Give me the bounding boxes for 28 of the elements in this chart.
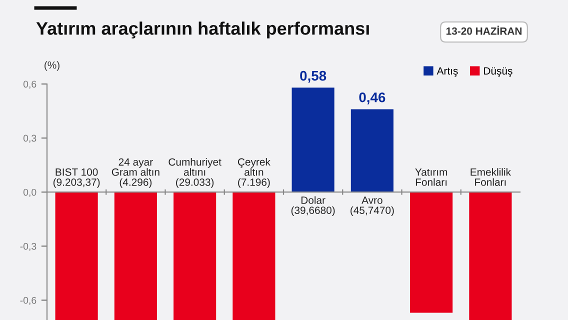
- data-label: 0,46: [359, 92, 386, 104]
- x-tick-label: Emeklilik Fonları: [470, 168, 511, 186]
- x-tick-label: Cumhuriyet altını (29.033): [168, 158, 222, 188]
- chart-title: Yatırım araçlarının haftalık performansı: [36, 22, 369, 38]
- bar: [410, 192, 453, 313]
- bar: [232, 192, 276, 320]
- y-tick-label: -0,6: [20, 296, 36, 305]
- y-axis-title: (%): [44, 61, 60, 71]
- bar: [174, 192, 216, 320]
- y-tick-label: 0,0: [23, 188, 36, 197]
- bar: [55, 192, 98, 320]
- legend-label: Artış: [436, 67, 458, 77]
- y-tick-label: 0,3: [23, 134, 36, 143]
- data-label: 0,58: [300, 70, 326, 83]
- bar: [292, 88, 334, 192]
- x-tick-label: Dolar (39,6680): [291, 196, 335, 216]
- x-tick-label: Avro (45,7470): [350, 196, 394, 216]
- bar: [114, 192, 157, 320]
- y-tick-label: -0,3: [20, 242, 36, 251]
- y-tick-label: 0,6: [23, 80, 36, 89]
- x-tick-label: Çeyrek altın (7.196): [238, 158, 270, 188]
- x-tick-label: Yatırım Fonları: [415, 168, 448, 186]
- x-tick-label: 24 ayar Gram altın (4.296): [112, 158, 160, 188]
- x-tick-label: BIST 100 (9.203,37): [53, 168, 100, 188]
- bar: [469, 192, 512, 320]
- legend-label: Düşüş: [484, 67, 512, 77]
- chart-subtitle: 13-20 HAZİRAN: [446, 26, 522, 35]
- bar: [350, 109, 394, 192]
